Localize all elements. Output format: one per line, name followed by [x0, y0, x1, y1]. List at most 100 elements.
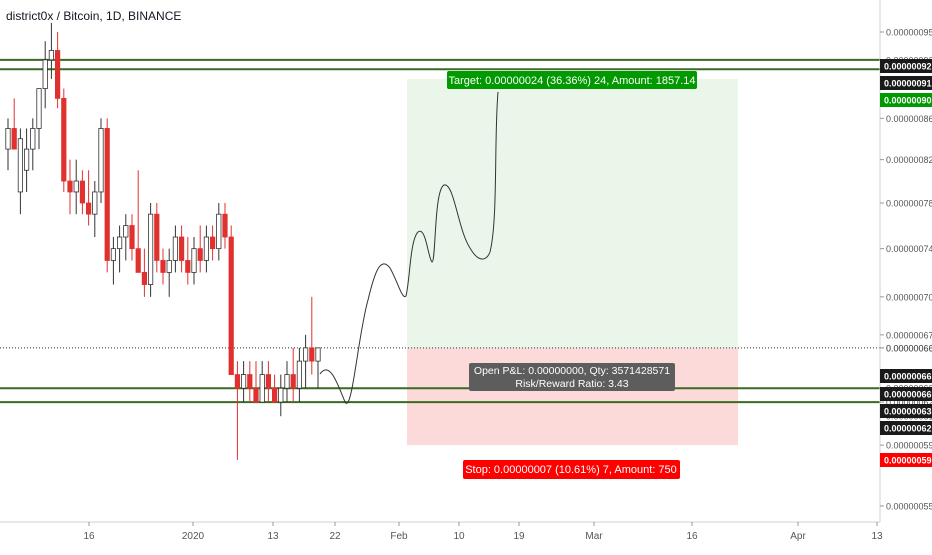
price-badge-label: 0.00000063: [884, 407, 932, 417]
candle: [141, 248, 147, 297]
candle-body: [209, 236, 216, 250]
price-badge-bg: [880, 93, 932, 107]
candle: [234, 361, 240, 460]
candle-body: [36, 88, 42, 129]
price-badge-label: 0.00000090: [884, 96, 932, 106]
candle: [23, 128, 30, 192]
candle: [191, 237, 197, 285]
price-badge-label: 0.00000066: [884, 372, 932, 382]
candle: [278, 374, 284, 417]
price-badge: 0.00000066: [880, 369, 932, 383]
x-tick-label: 13: [267, 531, 279, 542]
price-badge: 0.00000062: [880, 421, 932, 435]
price-badge-bg: [880, 453, 932, 467]
price-badge-bg: [880, 421, 932, 435]
candle: [104, 118, 110, 273]
candle-body: [129, 225, 135, 250]
candle: [228, 225, 234, 375]
chart-title: district0x / Bitcoin, 1D, BINANCE: [6, 9, 181, 23]
y-tick-label: 0.00000066: [886, 343, 932, 353]
candle-body: [203, 236, 209, 261]
candle: [73, 159, 79, 215]
candle: [42, 41, 48, 109]
candle-body: [160, 260, 166, 273]
forecast-path: [319, 91, 499, 404]
target-label-bg: [447, 71, 697, 89]
candle-body: [278, 387, 284, 403]
candle: [67, 159, 73, 215]
candle: [36, 88, 42, 150]
price-badge-bg: [880, 369, 932, 383]
price-badge: 0.00000090: [880, 93, 932, 107]
candle-body: [309, 347, 315, 362]
price-badge-label: 0.00000059: [884, 456, 932, 466]
candle-body: [197, 248, 203, 261]
y-tick-label: 0.00000074: [886, 244, 932, 254]
candle: [265, 361, 272, 403]
x-tick-label: 19: [513, 531, 525, 542]
candle-body: [253, 387, 259, 403]
candle: [5, 118, 11, 171]
price-badge-bg: [880, 59, 932, 73]
candle-body: [234, 374, 240, 389]
candle: [135, 170, 141, 273]
x-tick-label: Mar: [585, 531, 603, 542]
candle: [172, 225, 178, 273]
candle-body: [117, 236, 123, 250]
candle: [185, 237, 191, 285]
candle-body: [315, 347, 321, 362]
candle-body: [271, 387, 278, 403]
candle-body: [240, 374, 247, 389]
price-badge-label: 0.00000092: [884, 62, 932, 72]
candle-body: [284, 374, 290, 389]
y-tick-label: 0.00000067: [886, 330, 932, 340]
candle-body: [259, 374, 265, 403]
x-tick-label: Apr: [790, 531, 806, 542]
price-badge-label: 0.00000066: [884, 390, 932, 400]
y-tick-label: 0.00000059: [886, 441, 932, 451]
candle-body: [11, 128, 17, 150]
candle: [296, 347, 303, 403]
candle-body: [5, 128, 11, 150]
candle: [147, 202, 154, 297]
candle-body: [79, 180, 85, 204]
y-tick-label: 0.00000055: [886, 502, 932, 512]
x-tick-label: 10: [453, 531, 465, 542]
candle: [48, 22, 55, 79]
candle-body: [104, 128, 110, 261]
y-tick-label: 0.00000062: [886, 398, 932, 408]
x-tick-label: 16: [686, 531, 698, 542]
candle: [178, 225, 185, 273]
candle-body: [222, 213, 228, 238]
candle: [222, 202, 228, 249]
candle-body: [23, 148, 30, 171]
candle-body: [61, 97, 67, 182]
stop-zone: [407, 347, 738, 446]
candle-body: [296, 360, 303, 389]
target-zone: [407, 78, 738, 348]
candle: [86, 170, 92, 226]
candle-body: [86, 202, 92, 215]
candle-body: [123, 225, 129, 238]
candle: [110, 237, 116, 285]
y-tick-label: 0.00000078: [886, 198, 932, 208]
candle-body: [135, 248, 141, 273]
candle: [203, 225, 209, 273]
candle: [253, 361, 259, 403]
price-badge-bg: [880, 387, 932, 401]
y-tick-label: 0.00000086: [886, 114, 932, 124]
y-tick-label: 0.00000095: [886, 28, 932, 38]
pnl-label-line1: Open P&L: 0.00000000, Qty: 3571428571: [474, 365, 670, 377]
candle: [30, 118, 36, 171]
candle-body: [17, 138, 24, 193]
candle: [197, 225, 203, 273]
candle: [284, 361, 290, 403]
candle: [92, 181, 98, 238]
candle: [309, 296, 315, 375]
candle-body: [73, 180, 79, 193]
price-badge: 0.00000066: [880, 387, 932, 401]
candle: [209, 225, 216, 261]
candle-body: [178, 236, 185, 261]
